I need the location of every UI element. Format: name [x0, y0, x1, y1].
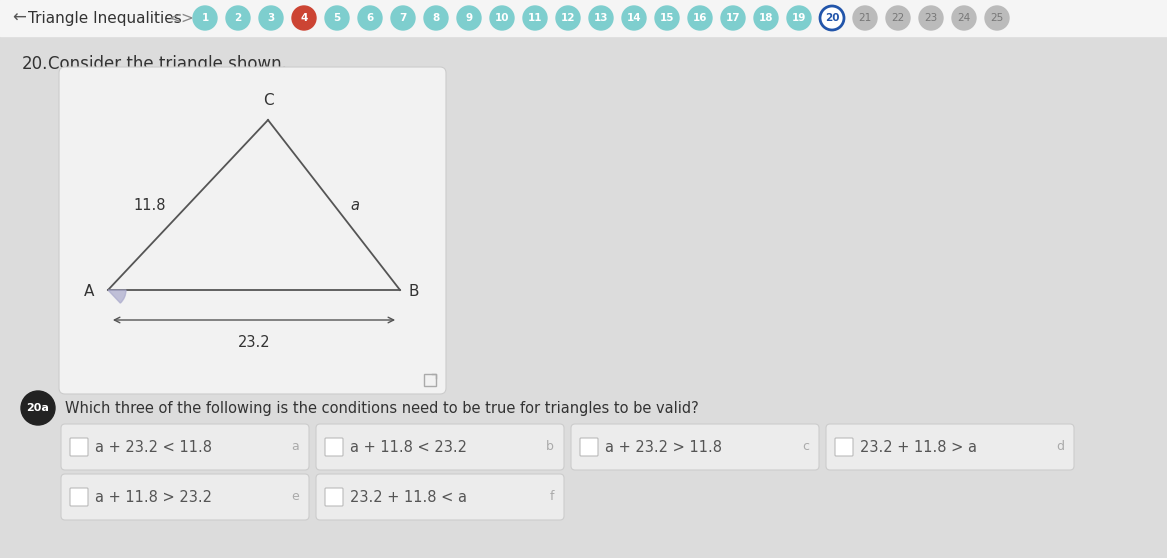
Circle shape: [324, 6, 349, 30]
Text: a: a: [350, 198, 359, 213]
Text: >: >: [180, 11, 193, 26]
Circle shape: [754, 6, 778, 30]
Text: 23.2: 23.2: [238, 335, 271, 350]
FancyBboxPatch shape: [316, 424, 564, 470]
Text: a + 11.8 < 23.2: a + 11.8 < 23.2: [350, 440, 467, 455]
Text: ←: ←: [12, 9, 26, 27]
Circle shape: [886, 6, 910, 30]
Circle shape: [655, 6, 679, 30]
Circle shape: [21, 391, 55, 425]
Circle shape: [622, 6, 647, 30]
FancyBboxPatch shape: [70, 438, 88, 456]
Text: 5: 5: [334, 13, 341, 23]
Text: b: b: [546, 440, 554, 454]
Wedge shape: [109, 290, 126, 303]
Circle shape: [952, 6, 976, 30]
Text: e: e: [292, 490, 299, 503]
Text: 6: 6: [366, 13, 373, 23]
Text: Which three of the following is the conditions need to be true for triangles to : Which three of the following is the cond…: [65, 401, 699, 416]
Text: 15: 15: [659, 13, 675, 23]
Text: <: <: [168, 11, 181, 26]
Text: 10: 10: [495, 13, 509, 23]
FancyBboxPatch shape: [60, 67, 446, 394]
Text: d: d: [1056, 440, 1064, 454]
Text: 11: 11: [527, 13, 543, 23]
Circle shape: [391, 6, 415, 30]
Text: 16: 16: [693, 13, 707, 23]
Text: 2: 2: [235, 13, 242, 23]
Text: 14: 14: [627, 13, 642, 23]
Circle shape: [226, 6, 250, 30]
FancyBboxPatch shape: [316, 474, 564, 520]
Text: 7: 7: [399, 13, 406, 23]
FancyBboxPatch shape: [70, 488, 88, 506]
Text: 20a: 20a: [27, 403, 49, 413]
Text: a + 23.2 < 11.8: a + 23.2 < 11.8: [95, 440, 212, 455]
Text: 1: 1: [202, 13, 209, 23]
Text: a: a: [292, 440, 299, 454]
Text: a + 23.2 > 11.8: a + 23.2 > 11.8: [605, 440, 722, 455]
Text: 17: 17: [726, 13, 740, 23]
Circle shape: [985, 6, 1009, 30]
Text: 8: 8: [433, 13, 440, 23]
Circle shape: [721, 6, 745, 30]
FancyBboxPatch shape: [836, 438, 853, 456]
Circle shape: [523, 6, 547, 30]
Text: 21: 21: [859, 13, 872, 23]
Text: 18: 18: [759, 13, 774, 23]
Text: c: c: [802, 440, 809, 454]
Circle shape: [424, 6, 448, 30]
Text: 19: 19: [792, 13, 806, 23]
FancyBboxPatch shape: [61, 474, 309, 520]
Text: 3: 3: [267, 13, 274, 23]
Text: 11.8: 11.8: [133, 198, 166, 213]
Circle shape: [555, 6, 580, 30]
Circle shape: [193, 6, 217, 30]
Circle shape: [589, 6, 613, 30]
Text: 13: 13: [594, 13, 608, 23]
Text: 9: 9: [466, 13, 473, 23]
Text: B: B: [408, 285, 419, 300]
FancyBboxPatch shape: [61, 424, 309, 470]
Text: 23: 23: [924, 13, 937, 23]
Circle shape: [259, 6, 284, 30]
Circle shape: [787, 6, 811, 30]
Text: A: A: [84, 285, 95, 300]
FancyBboxPatch shape: [826, 424, 1074, 470]
Text: 23.2 + 11.8 > a: 23.2 + 11.8 > a: [860, 440, 977, 455]
Circle shape: [853, 6, 876, 30]
Text: 22: 22: [892, 13, 904, 23]
Text: C: C: [263, 93, 273, 108]
Bar: [424, 374, 436, 386]
Text: 4: 4: [300, 13, 308, 23]
Text: 23.2 + 11.8 < a: 23.2 + 11.8 < a: [350, 489, 467, 504]
Text: a + 11.8 > 23.2: a + 11.8 > 23.2: [95, 489, 212, 504]
Text: f: f: [550, 490, 554, 503]
Circle shape: [490, 6, 513, 30]
Circle shape: [292, 6, 316, 30]
Text: 20.: 20.: [22, 55, 48, 73]
Circle shape: [689, 6, 712, 30]
Circle shape: [918, 6, 943, 30]
Text: 24: 24: [957, 13, 971, 23]
FancyBboxPatch shape: [571, 424, 819, 470]
Circle shape: [457, 6, 481, 30]
Text: 12: 12: [561, 13, 575, 23]
Text: 20: 20: [825, 13, 839, 23]
FancyBboxPatch shape: [324, 438, 343, 456]
Text: Consider the triangle shown.: Consider the triangle shown.: [48, 55, 287, 73]
Text: 25: 25: [991, 13, 1004, 23]
FancyBboxPatch shape: [324, 488, 343, 506]
Text: Triangle Inequalities: Triangle Inequalities: [28, 11, 182, 26]
Circle shape: [358, 6, 382, 30]
FancyBboxPatch shape: [580, 438, 598, 456]
Circle shape: [820, 6, 844, 30]
Bar: [0, 0, 1167, 36]
